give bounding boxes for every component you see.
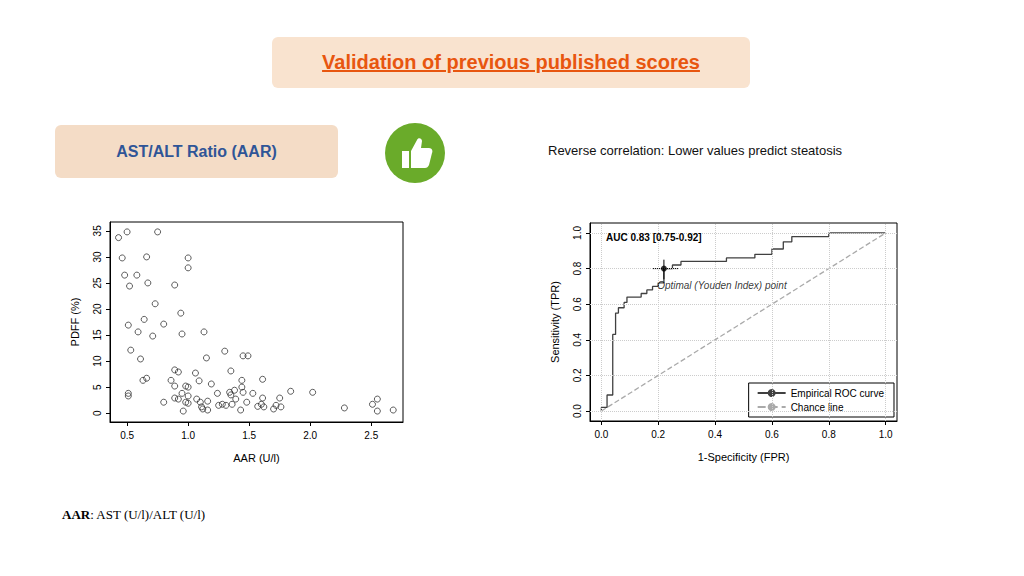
svg-text:0.2: 0.2 <box>651 429 665 440</box>
html-text:AAR: AST (U/l)/ALT (U/l): AAR: AST (U/l)/ALT (U/l) <box>62 507 206 522</box>
svg-text:Chance line: Chance line <box>791 402 844 413</box>
svg-text:0.5: 0.5 <box>120 430 134 441</box>
svg-text:0.8: 0.8 <box>822 429 836 440</box>
svg-text:25: 25 <box>92 277 103 289</box>
svg-text:10: 10 <box>92 355 103 367</box>
svg-text:1.0: 1.0 <box>879 429 893 440</box>
html-text:Validation of previous publish: Validation of previous published scores <box>322 51 700 73</box>
svg-text:30: 30 <box>92 251 103 263</box>
svg-text:Empirical ROC curve: Empirical ROC curve <box>791 388 885 399</box>
html-text:AST/ALT Ratio (AAR): AST/ALT Ratio (AAR) <box>116 142 277 160</box>
svg-text:PDFF (%): PDFF (%) <box>69 298 81 347</box>
svg-text:Optimal (Youden Index) point: Optimal (Youden Index) point <box>657 280 788 291</box>
svg-text:1-Specificity (FPR): 1-Specificity (FPR) <box>698 451 790 463</box>
svg-text:0.0: 0.0 <box>594 429 608 440</box>
svg-text:0.2: 0.2 <box>572 368 583 382</box>
svg-text:0.6: 0.6 <box>572 297 583 311</box>
svg-text:2.0: 2.0 <box>303 430 317 441</box>
svg-text:AAR (U/l): AAR (U/l) <box>233 452 279 464</box>
svg-text:20: 20 <box>92 303 103 315</box>
svg-text:5: 5 <box>92 384 103 390</box>
svg-text:0.6: 0.6 <box>765 429 779 440</box>
svg-text:0.0: 0.0 <box>572 404 583 418</box>
svg-text:35: 35 <box>92 225 103 237</box>
svg-text:0.8: 0.8 <box>572 261 583 275</box>
svg-text:0: 0 <box>92 410 103 416</box>
svg-text:0.4: 0.4 <box>708 429 722 440</box>
svg-text:1.0: 1.0 <box>181 430 195 441</box>
svg-text:AUC 0.83 [0.75-0.92]: AUC 0.83 [0.75-0.92] <box>606 232 702 243</box>
svg-text:1.0: 1.0 <box>572 226 583 240</box>
svg-text:2.5: 2.5 <box>364 430 378 441</box>
svg-text:0.4: 0.4 <box>572 332 583 346</box>
svg-text:Sensitivity (TPR): Sensitivity (TPR) <box>549 281 561 363</box>
svg-text:15: 15 <box>92 329 103 341</box>
html-text:Reverse correlation: Lower val: Reverse correlation: Lower values predic… <box>548 143 843 158</box>
svg-text:1.5: 1.5 <box>242 430 256 441</box>
